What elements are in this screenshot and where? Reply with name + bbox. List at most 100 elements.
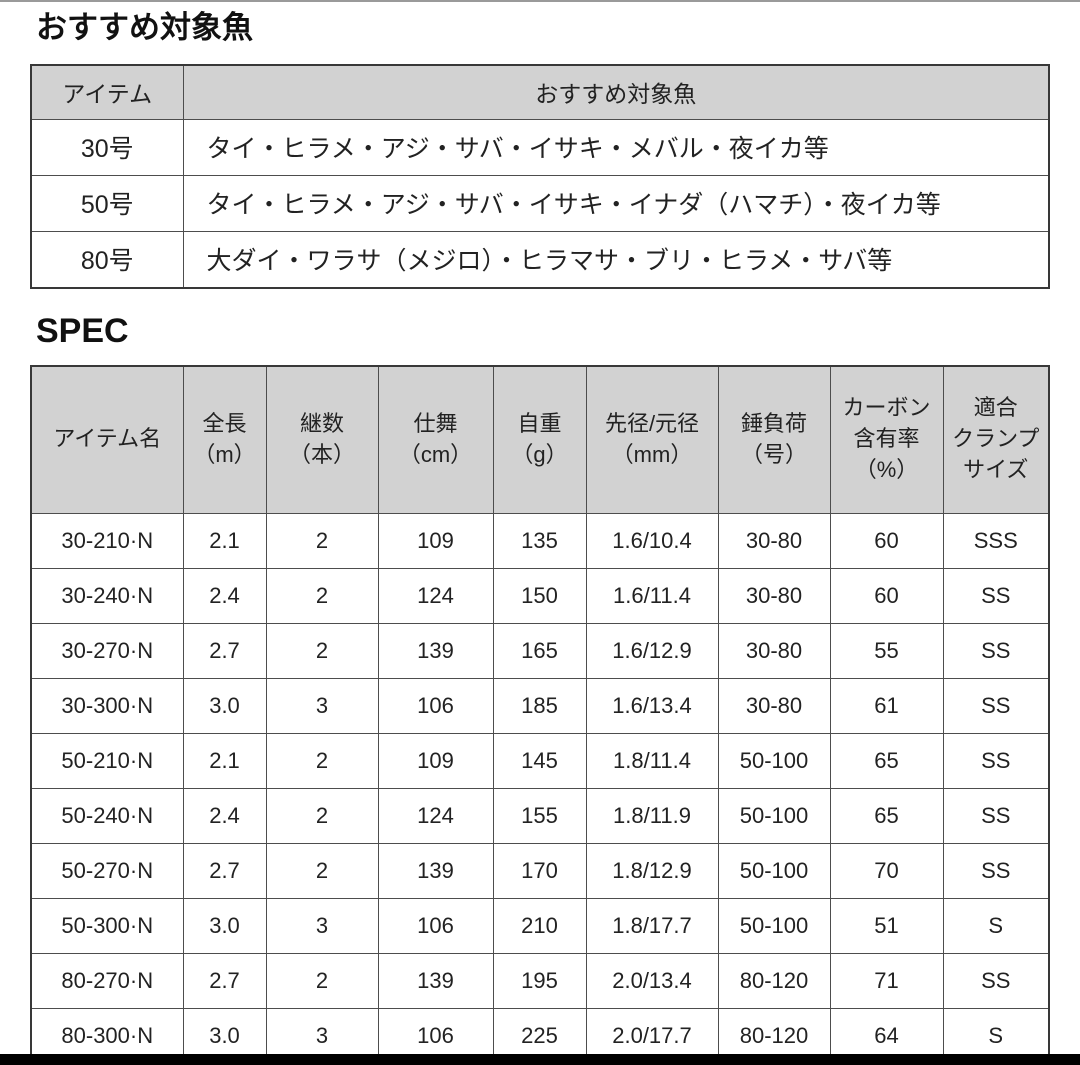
table-cell: 2 [265,787,379,844]
table-cell: 2.0/13.4 [585,952,719,1009]
table-cell: 2.7 [182,842,267,899]
table-row: 50号 タイ・ヒラメ・アジ・サバ・イサキ・イナダ（ハマチ）・夜イカ等 [30,174,1050,232]
table-cell: SS [942,952,1050,1009]
spec-table: アイテム名 全長 （m） 継数 （本） 仕舞 （cm） 自重 （g） 先径/元径… [30,364,1050,1065]
table-cell: 1.6/10.4 [585,512,719,569]
table-cell: 139 [377,952,494,1009]
table-cell: 1.8/12.9 [585,842,719,899]
table-cell: 135 [492,512,587,569]
table-cell: 3 [265,897,379,954]
table-cell: 2 [265,732,379,789]
table-cell: 139 [377,622,494,679]
table-cell: 80号 [30,230,184,289]
table-cell: 50-300·N [30,897,184,954]
table-cell: タイ・ヒラメ・アジ・サバ・イサキ・メバル・夜イカ等 [182,118,1050,176]
table-row: 30号 タイ・ヒラメ・アジ・サバ・イサキ・メバル・夜イカ等 [30,118,1050,176]
table-cell: SS [942,787,1050,844]
table-cell: 139 [377,842,494,899]
table-row: 30-240·N 2.4 2 124 150 1.6/11.4 30-80 60 SS [30,567,1050,624]
table-cell: 185 [492,677,587,734]
bottom-bar [0,1054,1080,1065]
table-cell: 50-270·N [30,842,184,899]
table-cell: 30-80 [717,677,831,734]
table-cell: 2.4 [182,787,267,844]
table-row: 50-210·N 2.1 2 109 145 1.8/11.4 50-100 65 SS [30,732,1050,789]
table-cell: 1.8/17.7 [585,897,719,954]
table-cell: 30-240·N [30,567,184,624]
fish-section-title: おすすめ対象魚 [36,10,253,45]
table-cell: SS [942,567,1050,624]
table-cell: 2 [265,842,379,899]
spec-col-item-name-header: アイテム名 [30,365,184,514]
table-cell: 106 [377,897,494,954]
table-cell: 195 [492,952,587,1009]
table-cell: SS [942,622,1050,679]
table-row: 80号 大ダイ・ワラサ（メジロ）・ヒラマサ・ブリ・ヒラメ・サバ等 [30,230,1050,289]
table-cell: 30-210·N [30,512,184,569]
table-cell: 1.6/11.4 [585,567,719,624]
table-cell: 124 [377,787,494,844]
table-row: 30-300·N 3.0 3 106 185 1.6/13.4 30-80 61 SS [30,677,1050,734]
table-cell: 80-270·N [30,952,184,1009]
table-row: 30-270·N 2.7 2 139 165 1.6/12.9 30-80 55 SS [30,622,1050,679]
table-cell: 50-240·N [30,787,184,844]
table-cell: SS [942,677,1050,734]
spec-col-clamp-header: 適合 クランプ サイズ [942,365,1050,514]
spec-col-sections-header: 継数 （本） [265,365,379,514]
table-cell: 大ダイ・ワラサ（メジロ）・ヒラマサ・ブリ・ヒラメ・サバ等 [182,230,1050,289]
fish-col-item-header: アイテム [30,64,184,120]
spec-col-diameter-header: 先径/元径 （mm） [585,365,719,514]
table-cell: 50-100 [717,842,831,899]
spec-section-title: SPEC [36,311,129,350]
table-cell: 71 [829,952,944,1009]
spec-table-header: アイテム名 全長 （m） 継数 （本） 仕舞 （cm） 自重 （g） 先径/元径… [30,365,1050,514]
table-cell: 50-100 [717,897,831,954]
table-cell: 30-80 [717,622,831,679]
table-cell: 2.7 [182,622,267,679]
table-cell: 65 [829,787,944,844]
table-cell: 30-270·N [30,622,184,679]
table-cell: 155 [492,787,587,844]
table-cell: 165 [492,622,587,679]
table-header-row: アイテム名 全長 （m） 継数 （本） 仕舞 （cm） 自重 （g） 先径/元径… [30,365,1050,514]
table-row: 80-270·N 2.7 2 139 195 2.0/13.4 80-120 71 SS [30,952,1050,1009]
table-cell: 2 [265,952,379,1009]
spec-col-closed-header: 仕舞 （cm） [377,365,494,514]
table-cell: 210 [492,897,587,954]
table-cell: 2.7 [182,952,267,1009]
table-cell: 2 [265,622,379,679]
spec-col-weight-header: 自重 （g） [492,365,587,514]
table-cell: 2 [265,567,379,624]
table-cell: 60 [829,567,944,624]
fish-table-body: 30号 タイ・ヒラメ・アジ・サバ・イサキ・メバル・夜イカ等 50号 タイ・ヒラメ・アジ… [30,118,1050,289]
fish-table: アイテム おすすめ対象魚 30号 タイ・ヒラメ・アジ・サバ・イサキ・メバル・夜イカ… [30,63,1050,289]
table-cell: 106 [377,677,494,734]
table-cell: 2.1 [182,512,267,569]
spec-table-body: 30-210·N 2.1 2 109 135 1.6/10.4 30-80 60 SSS 30-2… [30,512,1050,1065]
table-cell: 1.6/13.4 [585,677,719,734]
table-cell: 2.1 [182,732,267,789]
table-cell: 109 [377,732,494,789]
table-cell: 50-100 [717,732,831,789]
table-cell: 65 [829,732,944,789]
table-cell: 1.6/12.9 [585,622,719,679]
fish-col-target-header: おすすめ対象魚 [182,64,1050,120]
table-cell: 1.8/11.9 [585,787,719,844]
table-cell: 1.8/11.4 [585,732,719,789]
table-cell: 50-210·N [30,732,184,789]
table-cell: 30-300·N [30,677,184,734]
table-cell: 2 [265,512,379,569]
top-divider [0,0,1080,2]
table-cell: 124 [377,567,494,624]
table-cell: 170 [492,842,587,899]
table-cell: SS [942,842,1050,899]
table-cell: 61 [829,677,944,734]
table-cell: 60 [829,512,944,569]
table-cell: 51 [829,897,944,954]
table-cell: SSS [942,512,1050,569]
table-cell: 109 [377,512,494,569]
table-cell: 3.0 [182,897,267,954]
table-cell: 30-80 [717,512,831,569]
table-cell: S [942,897,1050,954]
